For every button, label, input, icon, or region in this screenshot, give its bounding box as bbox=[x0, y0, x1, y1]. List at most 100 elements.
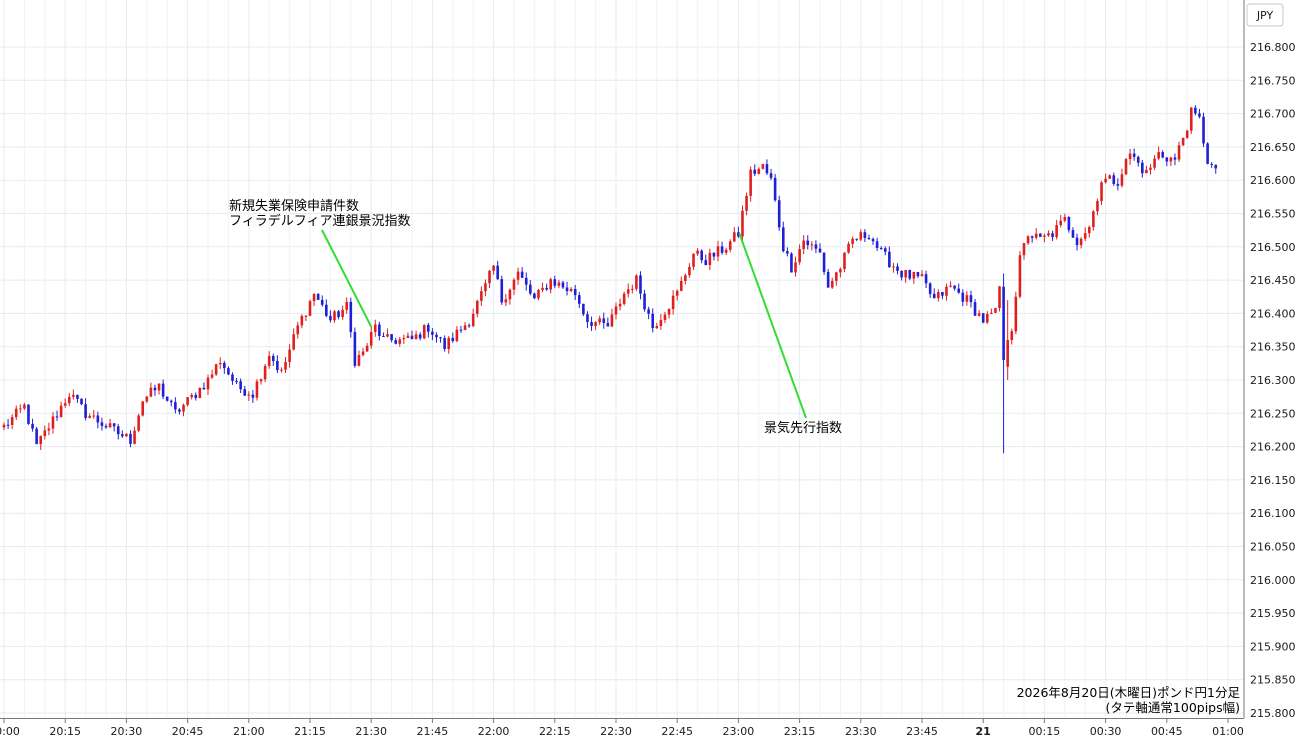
candle-body bbox=[741, 210, 744, 237]
candle-down bbox=[1071, 227, 1075, 238]
candle-up bbox=[365, 343, 369, 352]
candle-body bbox=[198, 387, 202, 398]
price-axis[interactable]: 216.800 216.750 216.700 216.650 216.600 216.5… bbox=[1250, 41, 1296, 720]
candle-up bbox=[830, 277, 834, 289]
candle-body bbox=[1079, 238, 1083, 246]
candle-body bbox=[480, 291, 483, 301]
price-tick-label: 216.700 bbox=[1250, 108, 1296, 121]
candle-up bbox=[724, 247, 728, 256]
time-tick-label: 22:45 bbox=[661, 725, 693, 738]
candle-down bbox=[1206, 142, 1209, 165]
candle-down bbox=[1161, 150, 1165, 159]
candle-body bbox=[178, 409, 181, 412]
candle-body bbox=[577, 295, 581, 304]
candle-body bbox=[1067, 216, 1071, 231]
candle-body bbox=[435, 334, 438, 338]
candle-up bbox=[1010, 328, 1014, 345]
candle-up bbox=[618, 298, 622, 311]
candle-down bbox=[378, 321, 381, 341]
candle-body bbox=[745, 195, 748, 211]
candle-body bbox=[606, 322, 610, 327]
candle-up bbox=[761, 163, 765, 170]
candle-body bbox=[855, 238, 859, 240]
candle-body bbox=[2, 424, 6, 428]
candle-body bbox=[753, 169, 757, 174]
candle-body bbox=[133, 430, 136, 444]
time-tick-label: 00:15 bbox=[1029, 725, 1061, 738]
candle-body bbox=[757, 168, 761, 174]
candle-body bbox=[586, 314, 589, 323]
time-tick-label: 22:00 bbox=[478, 725, 510, 738]
candle-up bbox=[537, 288, 540, 301]
candle-down bbox=[639, 271, 642, 300]
candle-body bbox=[341, 309, 344, 317]
candle-up bbox=[88, 413, 91, 419]
candle-body bbox=[696, 250, 699, 254]
candle-down bbox=[875, 237, 879, 251]
candle-body bbox=[1030, 236, 1034, 238]
candle-body bbox=[1181, 137, 1185, 146]
candle-down bbox=[769, 168, 773, 181]
candle-body bbox=[169, 400, 173, 403]
candle-body bbox=[357, 355, 361, 366]
candle-up bbox=[1181, 137, 1185, 146]
candle-body bbox=[1206, 143, 1209, 164]
candle-body bbox=[31, 423, 34, 429]
candle-up bbox=[345, 297, 349, 314]
candle-body bbox=[214, 364, 218, 375]
candle-body bbox=[781, 227, 785, 252]
candle-down bbox=[418, 332, 422, 341]
candle-body bbox=[826, 271, 830, 288]
candle-body bbox=[794, 262, 797, 273]
candle-body bbox=[267, 355, 271, 366]
candle-body bbox=[47, 428, 51, 431]
candle-up bbox=[1034, 228, 1038, 240]
candle-up bbox=[1128, 148, 1132, 165]
candle-body bbox=[1145, 169, 1148, 174]
candle-up bbox=[679, 276, 683, 292]
candle-down bbox=[651, 308, 655, 333]
candle-down bbox=[814, 240, 818, 254]
candle-up bbox=[512, 278, 516, 296]
candle-body bbox=[1063, 216, 1067, 221]
candle-up bbox=[1169, 156, 1173, 167]
candle-down bbox=[573, 284, 577, 301]
candle-up bbox=[455, 326, 459, 343]
price-tick-label: 216.200 bbox=[1250, 441, 1296, 454]
candle-body bbox=[912, 271, 916, 279]
candle-up bbox=[308, 299, 312, 317]
candle-body bbox=[378, 324, 381, 336]
candle-up bbox=[133, 426, 136, 445]
candle-down bbox=[104, 423, 108, 429]
candle-body bbox=[271, 355, 275, 362]
candle-down bbox=[76, 394, 79, 403]
candle-body bbox=[777, 200, 781, 228]
candle-body bbox=[553, 279, 557, 286]
candle-down bbox=[961, 289, 965, 307]
time-axis[interactable]: 20:00 20:15 20:30 20:45 21:00 21:15 21:30 21:45… bbox=[0, 718, 1244, 738]
candle-down bbox=[153, 384, 157, 396]
price-axis-background bbox=[1244, 0, 1300, 745]
candle-body bbox=[125, 433, 128, 437]
candle-down bbox=[524, 272, 528, 291]
candle-body bbox=[194, 394, 198, 398]
candle-up bbox=[369, 326, 373, 349]
candle-up bbox=[569, 287, 573, 292]
candle-body bbox=[296, 325, 300, 335]
candle-body bbox=[590, 322, 593, 326]
candle-body bbox=[1161, 152, 1165, 158]
candle-body bbox=[243, 389, 247, 396]
candle-up bbox=[847, 241, 850, 254]
price-tick-label: 216.600 bbox=[1250, 174, 1296, 187]
candle-down bbox=[924, 270, 928, 289]
candle-body bbox=[830, 280, 834, 288]
candle-up bbox=[716, 240, 720, 262]
candle-down bbox=[753, 164, 757, 177]
candle-up bbox=[108, 418, 112, 428]
price-tick-label: 216.650 bbox=[1250, 141, 1296, 154]
candle-up bbox=[292, 328, 295, 351]
candle-body bbox=[1010, 331, 1014, 341]
candle-body bbox=[1034, 233, 1038, 238]
candle-body bbox=[292, 334, 295, 350]
time-tick-label: 23:15 bbox=[784, 725, 816, 738]
